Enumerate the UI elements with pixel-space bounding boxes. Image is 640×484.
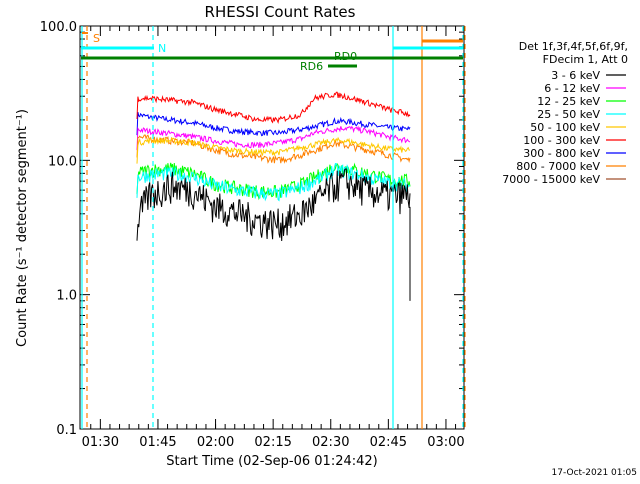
- legend-header-line-2: FDecim 1, Att 0: [543, 53, 628, 66]
- series-line: [136, 91, 411, 125]
- plot-area-frame: [79, 25, 465, 430]
- y-tick-label: 100.0: [40, 20, 77, 35]
- y-tick-label: 1.0: [56, 289, 77, 304]
- x-tick-label: 02:15: [254, 435, 291, 450]
- y-tick-label: 0.1: [56, 423, 77, 438]
- x-tick-label: 01:45: [139, 435, 176, 450]
- series-line: [136, 163, 411, 202]
- legend-entry-label: 800 - 7000 keV: [516, 160, 600, 173]
- legend-entry-label: 300 - 800 keV: [523, 147, 600, 160]
- n-annotation: N: [158, 42, 166, 55]
- legend-entry-label: 7000 - 15000 keV: [502, 173, 600, 186]
- x-tick-label: 02:00: [197, 435, 234, 450]
- x-tick-label: 03:00: [427, 435, 464, 450]
- y-axis-label: Count Rate (s⁻¹ detector segment⁻¹): [15, 109, 30, 347]
- legend-entry-label: 3 - 6 keV: [551, 69, 600, 82]
- series-line: [136, 125, 411, 151]
- series-line: [136, 162, 411, 201]
- series-line: [136, 111, 411, 137]
- series-group: [136, 91, 411, 301]
- legend-entry-label: 6 - 12 keV: [544, 82, 600, 95]
- rd6-annotation: RD6: [300, 60, 323, 73]
- legend-entry-label: 50 - 100 keV: [530, 121, 600, 134]
- rd0-annotation: RD0: [334, 50, 357, 63]
- legend-entry-label: 100 - 300 keV: [523, 134, 600, 147]
- y-tick-label: 10.0: [48, 154, 77, 169]
- chart-title: RHESSI Count Rates: [205, 3, 356, 21]
- series-line: [136, 134, 411, 164]
- x-tick-label: 02:30: [312, 435, 349, 450]
- series-line: [136, 136, 411, 164]
- x-axis: 01:30 01:45 02:00 02:15 02:30 02:45 03:00: [82, 26, 465, 450]
- legend: Det 1f,3f,4f,5f,6f,9f, FDecim 1, Att 0 3…: [502, 40, 628, 186]
- x-axis-label: Start Time (02-Sep-06 01:24:42): [166, 454, 377, 469]
- legend-entry-label: 25 - 50 keV: [537, 108, 600, 121]
- footer-date: 17-Oct-2021 01:05: [552, 468, 637, 478]
- annotations-group: S N RD0 RD6: [81, 26, 466, 429]
- x-tick-label: 01:30: [82, 435, 119, 450]
- x-tick-label: 02:45: [370, 435, 407, 450]
- y-axis: 0.1 1.0 10.0 100.0: [40, 20, 464, 438]
- legend-header-line-1: Det 1f,3f,4f,5f,6f,9f,: [519, 40, 628, 53]
- legend-entry-label: 12 - 25 keV: [537, 95, 600, 108]
- s-annotation: S: [93, 32, 100, 45]
- series-line: [136, 168, 411, 242]
